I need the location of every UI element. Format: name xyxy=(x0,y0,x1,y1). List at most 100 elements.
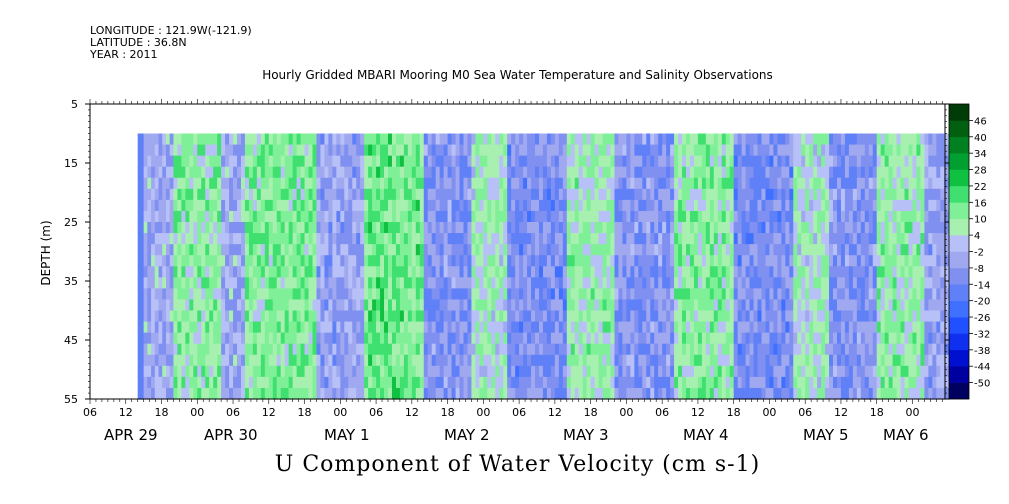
heatmap-cell xyxy=(189,354,194,367)
heatmap-cell xyxy=(360,365,365,378)
heatmap-cell xyxy=(217,365,222,378)
heatmap-cell xyxy=(538,244,544,256)
heatmap-cell xyxy=(642,376,647,389)
heatmap-cell xyxy=(411,376,417,389)
heatmap-cell xyxy=(372,354,377,367)
heatmap-cell xyxy=(459,365,465,378)
heatmap-cell xyxy=(475,199,480,212)
heatmap-cell xyxy=(205,321,210,334)
heatmap-cell xyxy=(147,166,152,179)
heatmap-cell xyxy=(562,244,568,256)
heatmap-cell xyxy=(151,166,156,179)
heatmap-cell xyxy=(320,321,326,334)
heatmap-cell xyxy=(193,210,198,223)
heatmap-cell xyxy=(154,321,160,334)
heatmap-cell xyxy=(229,387,234,400)
heatmap-cell xyxy=(737,188,743,201)
heatmap-cell xyxy=(602,288,608,301)
heatmap-cell xyxy=(614,210,620,223)
heatmap-cell xyxy=(876,222,882,234)
heatmap-cell xyxy=(678,166,683,179)
heatmap-cell xyxy=(761,166,767,179)
heatmap-cell xyxy=(554,387,560,400)
heatmap-cell xyxy=(789,277,794,289)
heatmap-cell xyxy=(511,387,516,400)
heatmap-cell xyxy=(137,199,142,212)
heatmap-cell xyxy=(670,155,675,168)
heatmap-cell xyxy=(626,166,631,179)
heatmap-cell xyxy=(419,188,425,201)
heatmap-cell xyxy=(765,387,771,400)
heatmap-cell xyxy=(213,166,218,179)
heatmap-cell xyxy=(391,188,397,201)
heatmap-cell xyxy=(154,255,160,267)
heatmap-cell xyxy=(451,199,457,212)
heatmap-cell xyxy=(713,166,719,179)
heatmap-cell xyxy=(147,155,152,168)
heatmap-cell xyxy=(785,177,790,190)
heatmap-cell xyxy=(848,166,854,179)
heatmap-cell xyxy=(519,321,524,334)
heatmap-cell xyxy=(856,222,862,234)
heatmap-cell xyxy=(936,222,941,234)
heatmap-cell xyxy=(606,244,612,256)
heatmap-cell xyxy=(423,210,429,223)
heatmap-cell xyxy=(479,343,484,356)
heatmap-cell xyxy=(944,332,949,345)
heatmap-cell xyxy=(634,188,639,201)
heatmap-cell xyxy=(888,133,894,146)
heatmap-cell xyxy=(817,133,822,146)
heatmap-cell xyxy=(185,288,190,301)
heatmap-cell xyxy=(280,277,286,289)
heatmap-cell xyxy=(503,332,508,345)
heatmap-cell xyxy=(209,222,214,234)
heatmap-cell xyxy=(586,210,592,223)
heatmap-cell xyxy=(638,310,643,323)
heatmap-cell xyxy=(181,343,186,356)
heatmap-cell xyxy=(391,166,397,179)
heatmap-cell xyxy=(158,354,163,367)
heatmap-cell xyxy=(590,133,596,146)
heatmap-cell xyxy=(821,133,826,146)
heatmap-cell xyxy=(737,144,743,157)
heatmap-cell xyxy=(154,233,160,245)
heatmap-cell xyxy=(467,144,473,157)
heatmap-cell xyxy=(658,155,663,168)
heatmap-cell xyxy=(531,155,536,168)
heatmap-cell xyxy=(670,310,675,323)
heatmap-cell xyxy=(332,343,337,356)
heatmap-cell xyxy=(550,155,556,168)
heatmap-cell xyxy=(189,277,194,289)
heatmap-cell xyxy=(352,376,357,389)
heatmap-cell xyxy=(368,244,373,256)
heatmap-cell xyxy=(352,266,357,278)
heatmap-cell xyxy=(503,222,508,234)
heatmap-cell xyxy=(423,199,429,212)
heatmap-cell xyxy=(586,199,592,212)
heatmap-cell xyxy=(725,310,731,323)
heatmap-cell xyxy=(356,255,361,267)
heatmap-cell xyxy=(908,288,914,301)
heatmap-cell xyxy=(801,376,806,389)
heatmap-cell xyxy=(829,155,834,168)
heatmap-cell xyxy=(916,310,922,323)
heatmap-cell xyxy=(352,144,357,157)
heatmap-cell xyxy=(292,222,298,234)
heatmap-cell xyxy=(360,343,365,356)
heatmap-cell xyxy=(753,233,759,245)
heatmap-cell xyxy=(427,255,433,267)
heatmap-cell xyxy=(566,210,572,223)
heatmap-cell xyxy=(147,376,152,389)
heatmap-cell xyxy=(320,365,326,378)
heatmap-cell xyxy=(821,177,826,190)
heatmap-cell xyxy=(836,299,842,312)
heatmap-cell xyxy=(147,244,152,256)
heatmap-cell xyxy=(622,144,627,157)
heatmap-cell xyxy=(213,199,218,212)
heatmap-cell xyxy=(268,210,274,223)
heatmap-cell xyxy=(272,266,278,278)
heatmap-cell xyxy=(225,266,230,278)
heatmap-cell xyxy=(272,244,278,256)
heatmap-cell xyxy=(147,144,152,157)
